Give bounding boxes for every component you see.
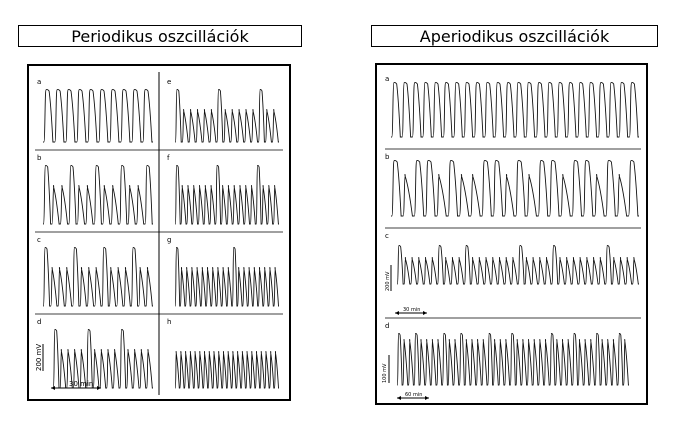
- periodic-traces: a b c d e f g h 200 mV 30 min: [35, 72, 283, 395]
- time-scale-label: 30 min: [403, 307, 420, 313]
- voltage-scale-label: 100 mV: [382, 363, 388, 383]
- time-scale-label: 60 min: [405, 392, 422, 398]
- panel-label-e: e: [167, 78, 171, 86]
- oscillation-trace-e: [175, 89, 279, 143]
- panel-label-d: d: [37, 318, 41, 326]
- panel-label-a: a: [37, 78, 41, 86]
- trace-group: a b c d e f g h: [37, 78, 279, 389]
- panel-label-c: c: [37, 236, 41, 244]
- panel-label-c: c: [385, 232, 389, 240]
- panel-label-d: d: [385, 322, 389, 330]
- panel-label-h: h: [167, 318, 171, 326]
- title-periodic: Periodikus oszcillációk: [18, 25, 302, 47]
- title-aperiodic: Aperiodikus oszcillációk: [371, 25, 658, 47]
- time-scale-label: 30 min: [69, 380, 93, 388]
- oscillation-trace-b: [391, 159, 639, 217]
- oscillation-trace-c: [397, 245, 639, 285]
- aperiodic-oscillations-figure: a b c d 200 mV 30 min 100 mV 60 min: [375, 63, 648, 405]
- oscillation-trace-a: [43, 88, 153, 143]
- oscillation-trace-g: [174, 246, 279, 307]
- oscillation-trace-d: [397, 332, 629, 386]
- oscillation-trace-a: [391, 81, 639, 138]
- panel-label-b: b: [37, 154, 42, 162]
- panel-label-a: a: [385, 75, 389, 83]
- voltage-scale-label: 200 mV: [35, 344, 43, 371]
- trace-group: a b c d: [385, 75, 639, 386]
- oscillation-trace-c: [43, 246, 153, 307]
- scale-bar: 200 mV 30 min: [35, 344, 101, 390]
- scale-bar-d: 100 mV 60 min: [382, 355, 429, 400]
- oscillation-trace-f: [175, 165, 279, 225]
- aperiodic-traces: a b c d 200 mV 30 min 100 mV 60 min: [382, 75, 641, 400]
- scale-bar-c: 200 mV 30 min: [385, 265, 427, 315]
- voltage-scale-label: 200 mV: [385, 271, 391, 291]
- panel-label-g: g: [167, 236, 171, 244]
- oscillation-trace-b: [43, 164, 153, 225]
- panel-label-b: b: [385, 153, 390, 161]
- periodic-oscillations-figure: a b c d e f g h 200 mV 30 min: [27, 64, 291, 401]
- panel-label-f: f: [167, 154, 170, 162]
- oscillation-trace-h: [174, 350, 279, 389]
- oscillation-trace-d: [53, 329, 153, 389]
